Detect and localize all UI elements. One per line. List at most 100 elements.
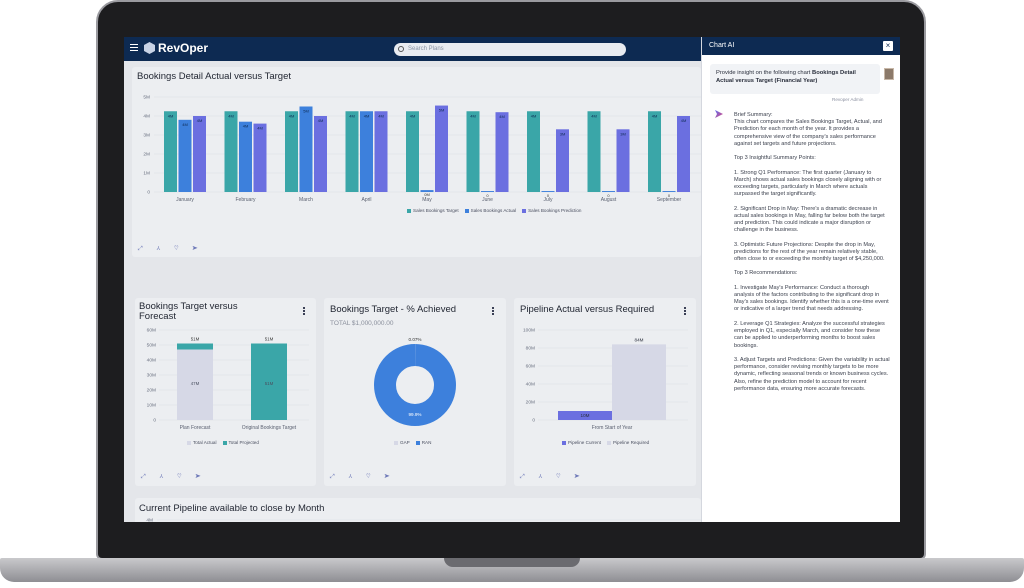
- ai-answer: Brief Summary: This chart compares the S…: [734, 112, 890, 392]
- legend-target: Sales Bookings Target: [407, 208, 459, 213]
- bar-0: [406, 111, 419, 192]
- bar-0: [345, 111, 359, 192]
- bar-value-label: 4M: [243, 124, 249, 129]
- y-tick-label: 100M: [523, 328, 535, 334]
- chart-toolbar[interactable]: ⤢ ⅄ ♡ ➤: [138, 246, 204, 252]
- bar-value-label: 10M: [581, 413, 590, 418]
- bar-value-label: 5M: [439, 108, 445, 113]
- target-forecast-chart: 0 10M 20M 30M 40M 50M 60M 51M 47M Plan Forecast 51…: [147, 328, 309, 431]
- search-placeholder: Search Plans: [408, 46, 444, 52]
- y-tick-label: 0: [147, 190, 150, 196]
- bar-value-label: 4M: [652, 113, 658, 118]
- y-tick-label: 1M: [143, 171, 150, 177]
- pipeline-by-month-chart: 4M3M33M36M31M31M36M: [146, 518, 701, 523]
- y-tick-label: 0: [153, 418, 156, 424]
- bar-1: [662, 191, 676, 192]
- search-input[interactable]: Search Plans: [394, 43, 626, 56]
- bar-2: [616, 129, 630, 192]
- bookings-detail-card: Bookings Detail Actual versus Target 0 1M…: [132, 67, 701, 257]
- percent-achieved-menu-icon[interactable]: [492, 307, 494, 315]
- bar-value-label: 4M: [197, 118, 203, 123]
- percent-achieved-title: Bookings Target - % Achieved: [330, 304, 457, 315]
- legend-pipeline-current: Pipeline Current: [562, 440, 601, 445]
- y-tick-label: 3M: [143, 133, 150, 139]
- x-tick-label: Original Bookings Target: [242, 425, 297, 431]
- y-tick-label: 4M: [143, 114, 150, 120]
- bar-value-label: 4M: [168, 113, 174, 118]
- bar-value-label: 4M: [499, 114, 505, 119]
- x-tick-label: January: [176, 197, 194, 203]
- pipeline-chart: 0 20M 40M 60M 80M 100M 10M 84M From Start of Yea…: [523, 328, 688, 431]
- prompt-author: Revoper Admin: [832, 97, 864, 102]
- x-tick-label: From Start of Year: [592, 425, 633, 431]
- pipeline-card: Pipeline Actual versus Required 0 20M 40M 6…: [514, 298, 696, 486]
- x-tick-label: August: [601, 197, 617, 203]
- y-tick-label: 4M: [146, 518, 153, 523]
- x-tick-label: May: [422, 197, 432, 203]
- target-forecast-legend: Total Actual Total Projected: [187, 440, 259, 445]
- percent-achieved-total: TOTAL $1,000,000.00: [330, 320, 394, 327]
- pipeline-menu-icon[interactable]: [684, 307, 686, 315]
- search-icon: [398, 46, 404, 52]
- bar-0: [285, 111, 298, 192]
- hamburger-menu-icon[interactable]: [130, 44, 138, 51]
- bar-0: [164, 111, 177, 192]
- legend-pipeline-required: Pipeline Required: [606, 440, 649, 445]
- bar-value-label: 0: [668, 193, 671, 198]
- legend-total-actual: Total Actual: [187, 440, 217, 445]
- bar-value-label: 84M: [635, 337, 644, 342]
- bar-2: [556, 129, 569, 192]
- prompt-chart-name: Bookings Detail Actual versus Target (Fi…: [716, 70, 856, 84]
- y-tick-label: 5M: [143, 95, 150, 101]
- legend-ran: RAN: [415, 440, 431, 445]
- bar-value-label: 4M: [182, 122, 188, 127]
- ai-assistant-icon: [715, 110, 723, 118]
- target-forecast-menu-icon[interactable]: [303, 307, 305, 315]
- bar-1: [360, 111, 373, 192]
- x-tick-label: March: [299, 197, 313, 203]
- bar-value-label: 0M: [424, 192, 430, 197]
- bar-value-label: 51M: [265, 337, 274, 342]
- chart-toolbar[interactable]: ⤢ ⅄ ♡ ➤: [330, 474, 396, 480]
- y-tick-label: 50M: [147, 343, 156, 349]
- user-avatar: [884, 68, 894, 80]
- y-tick-label: 60M: [526, 364, 535, 370]
- pipeline-by-month-title: Current Pipeline available to close by M…: [139, 503, 325, 514]
- bar-0: [466, 111, 480, 192]
- bar-2: [253, 123, 267, 192]
- target-forecast-card: Bookings Target versus Forecast 0 10M 20M 3…: [135, 298, 316, 486]
- y-tick-label: 10M: [147, 403, 156, 409]
- bar-1: [612, 344, 666, 420]
- slice-label-gap: 0.07%: [408, 337, 421, 342]
- slice-label-ran: 99.9%: [408, 412, 421, 417]
- bar-value-label: 51M: [191, 337, 200, 342]
- legend-actual: Sales Bookings Actual: [464, 208, 516, 213]
- chart-ai-panel: Chart AI × Provide insight on the follow…: [701, 37, 900, 522]
- bookings-detail-chart: 0 1M 2M 3M 4M 5M 4M 4M 4M January 4M 4M 4M February 4M…: [143, 95, 701, 203]
- laptop-notch: [444, 558, 580, 567]
- bar-total-projected: [251, 343, 287, 420]
- close-button[interactable]: ×: [883, 41, 893, 51]
- bookings-detail-legend: Sales Bookings Target Sales Bookings Act…: [407, 208, 581, 213]
- screen: RevOper Search Plans Bookings Detail Act…: [124, 37, 900, 522]
- logo-icon: [144, 42, 155, 54]
- y-tick-label: 0: [532, 418, 535, 424]
- bar-2: [374, 111, 388, 192]
- percent-achieved-card: Bookings Target - % Achieved TOTAL $1,00…: [324, 298, 506, 486]
- bar-0: [224, 111, 238, 192]
- y-tick-label: 20M: [526, 400, 535, 406]
- x-tick-label: April: [361, 197, 371, 203]
- pipeline-by-month-card: Current Pipeline available to close by M…: [135, 498, 701, 522]
- chart-toolbar[interactable]: ⤢ ⅄ ♡ ➤: [141, 474, 207, 480]
- brand-name: RevOper: [158, 41, 209, 55]
- bookings-detail-title: Bookings Detail Actual versus Target: [137, 71, 292, 82]
- chart-toolbar[interactable]: ⤢ ⅄ ♡ ➤: [520, 474, 586, 480]
- bar-1: [420, 190, 434, 192]
- pipeline-title: Pipeline Actual versus Required: [520, 304, 655, 315]
- bar-value-label: 4M: [591, 113, 597, 118]
- bar-value-label: 36M: [364, 521, 373, 522]
- bar-value-label: 4M: [410, 113, 416, 118]
- target-forecast-title: Bookings Target versus Forecast: [139, 301, 238, 322]
- y-tick-label: 2M: [143, 152, 150, 158]
- bar-0: [648, 111, 661, 192]
